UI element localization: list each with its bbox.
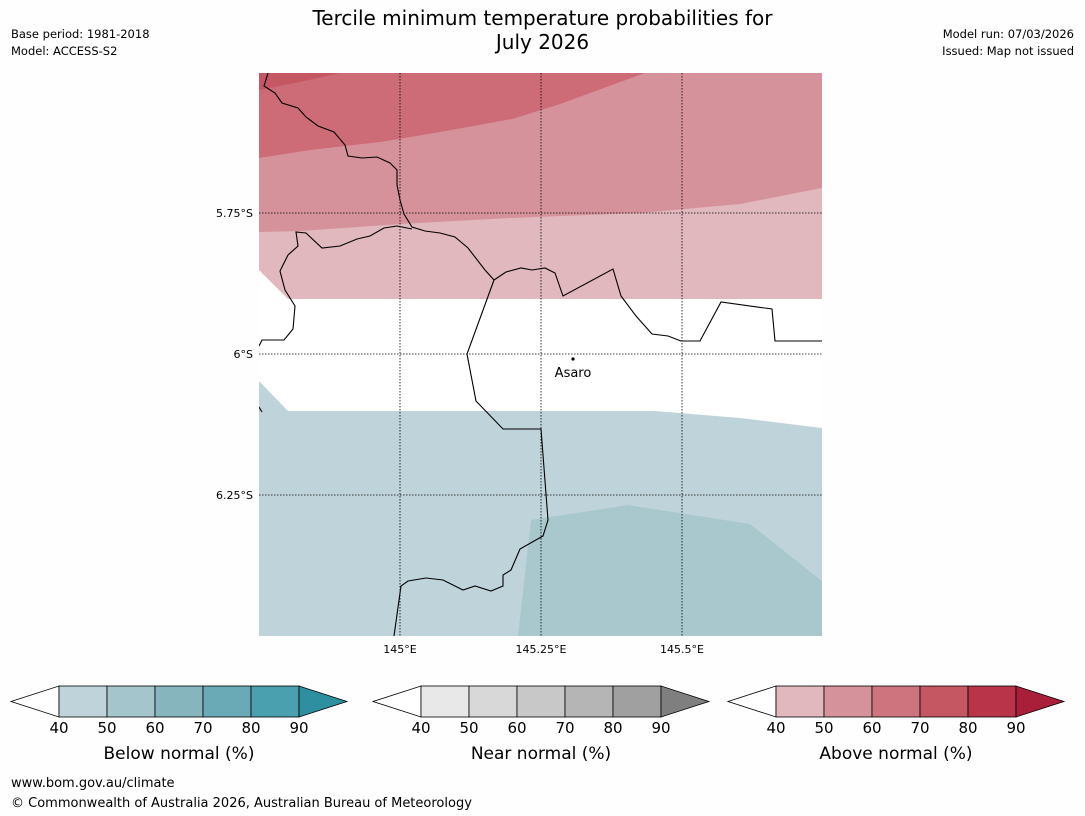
near-normal-colorbar-segment [420, 685, 470, 718]
below-normal-colorbar-segment [58, 685, 108, 718]
above-normal-colorbar-under-arrow [726, 685, 777, 718]
above-normal-colorbar-tick: 80 [958, 719, 978, 737]
below-normal-colorbar-segment [154, 685, 204, 718]
title-line-2: July 2026 [495, 30, 590, 54]
above-normal-colorbar-segment [775, 685, 825, 718]
footer: www.bom.gov.au/climate © Commonwealth of… [11, 774, 472, 814]
near-normal-colorbar-tick: 50 [459, 719, 479, 737]
lat-label-6: 6°S [234, 348, 253, 361]
asaro-location-marker[interactable] [571, 357, 575, 361]
map-title: Tercile minimum temperature probabilitie… [0, 6, 1085, 54]
below-normal-colorbar-segment [250, 685, 300, 718]
title-line-1: Tercile minimum temperature probabilitie… [312, 6, 773, 30]
meta-left: Base period: 1981-2018 Model: ACCESS-S2 [11, 26, 150, 60]
below-normal-colorbar-tick: 70 [193, 719, 213, 737]
graticule [259, 73, 822, 636]
map-area[interactable]: Asaro [259, 73, 822, 636]
near-normal-colorbar-over-arrow [660, 685, 711, 718]
below-normal-colorbar-under-arrow [9, 685, 60, 718]
meta-right: Model run: 07/03/2026 Issued: Map not is… [942, 26, 1074, 60]
border-line-4 [259, 406, 263, 413]
border-line-2 [393, 279, 549, 636]
below-normal-colorbar-over-arrow [298, 685, 349, 718]
below-normal-colorbar-label: Below normal (%) [103, 744, 255, 764]
above-normal-60-band [259, 73, 645, 158]
lon-label-145-5: 145.5°E [660, 643, 704, 656]
lon-label-145: 145°E [383, 643, 416, 656]
above-normal-colorbar-segment [919, 685, 969, 718]
footer-url[interactable]: www.bom.gov.au/climate [11, 776, 175, 791]
near-normal-colorbar-label: Near normal (%) [470, 744, 612, 764]
near-normal-colorbar-tick: 70 [555, 719, 575, 737]
below-normal-colorbar-tick: 80 [241, 719, 261, 737]
above-normal-colorbar-tick: 90 [1006, 719, 1026, 737]
border-line-1 [263, 73, 822, 342]
near-normal-colorbar-segment [468, 685, 518, 718]
above-normal-colorbar-tick: 60 [862, 719, 882, 737]
lat-label-6-25: 6.25°S [216, 489, 253, 502]
province-borders [259, 73, 822, 636]
below-normal-colorbar-segment [202, 685, 252, 718]
below-normal-colorbar-tick: 60 [145, 719, 165, 737]
near-normal-colorbar-tick: 90 [651, 719, 671, 737]
near-normal-colorbar-tick: 80 [603, 719, 623, 737]
above-normal-colorbar-label: Above normal (%) [819, 744, 973, 764]
near-normal-colorbar-segment [516, 685, 566, 718]
below-normal-50-band [518, 505, 822, 636]
lon-label-145-25: 145.25°E [516, 643, 567, 656]
border-line-3 [259, 225, 413, 347]
issued-status: Issued: Map not issued [942, 44, 1074, 58]
base-period: Base period: 1981-2018 [11, 27, 150, 41]
above-normal-colorbar-tick: 40 [766, 719, 786, 737]
below-normal-colorbar-tick: 50 [97, 719, 117, 737]
asaro-label: Asaro [555, 366, 592, 381]
near-normal-colorbar-tick: 60 [507, 719, 527, 737]
near-normal-colorbar-segment [612, 685, 662, 718]
colorbars [9, 685, 1066, 718]
above-normal-colorbar-segment [871, 685, 921, 718]
near-normal-colorbar-under-arrow [371, 685, 422, 718]
above-normal-colorbar-tick: 50 [814, 719, 834, 737]
model-name: Model: ACCESS-S2 [11, 44, 118, 58]
above-normal-colorbar-segment [823, 685, 873, 718]
below-normal-colorbar-tick: 40 [49, 719, 69, 737]
above-normal-colorbar-tick: 70 [910, 719, 930, 737]
near-normal-colorbar-segment [564, 685, 614, 718]
model-run: Model run: 07/03/2026 [942, 27, 1074, 41]
below-normal-colorbar-tick: 90 [289, 719, 309, 737]
footer-copyright: © Commonwealth of Australia 2026, Austra… [11, 796, 472, 811]
near-normal-colorbar-tick: 40 [411, 719, 431, 737]
above-normal-colorbar-over-arrow [1015, 685, 1066, 718]
above-normal-70-band [259, 73, 340, 90]
lat-label-5-75: 5.75°S [216, 207, 253, 220]
above-normal-colorbar-segment [967, 685, 1017, 718]
below-normal-colorbar-segment [106, 685, 156, 718]
